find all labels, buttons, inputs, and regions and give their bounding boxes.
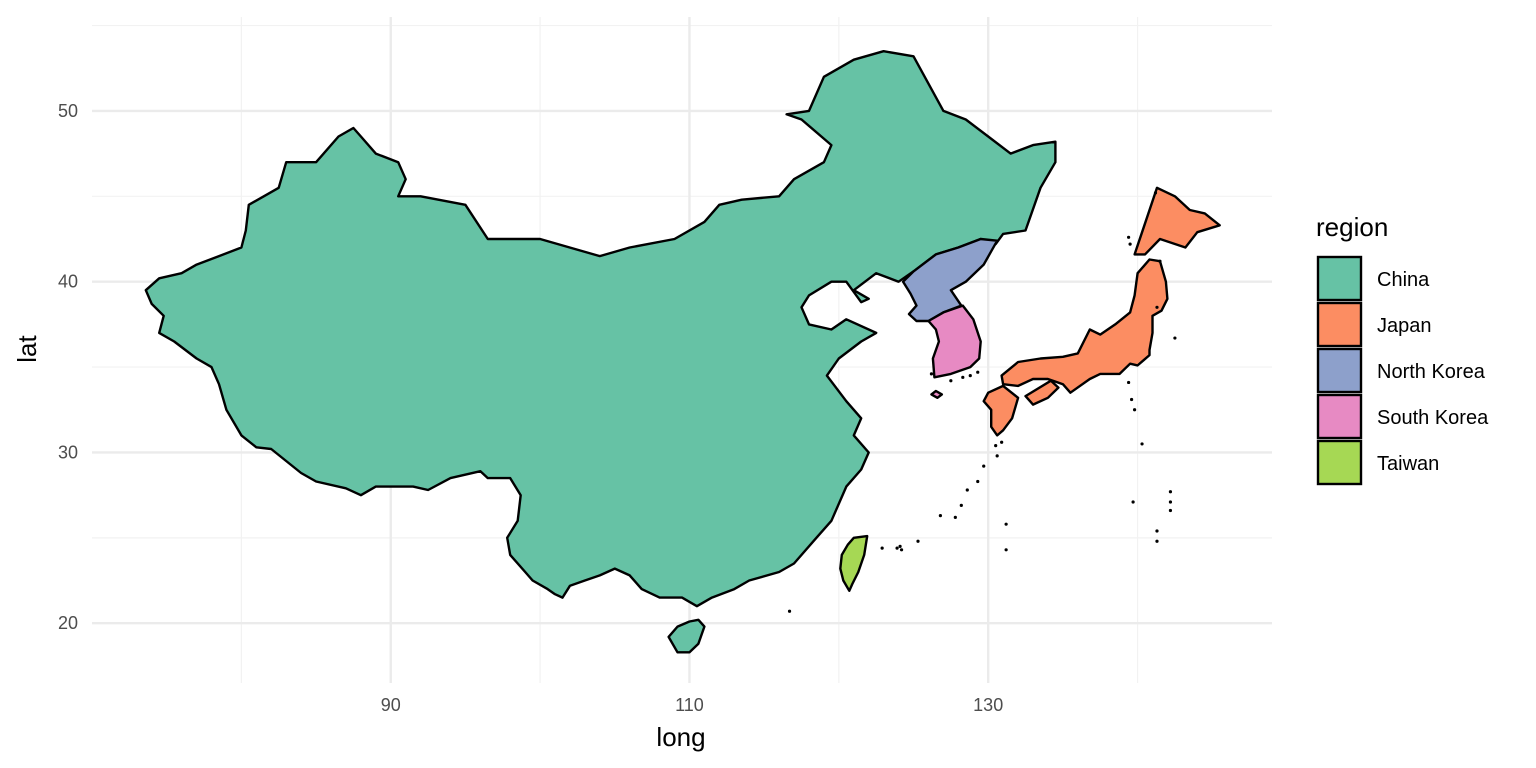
island-dot xyxy=(1155,305,1159,309)
region-taiwan xyxy=(839,534,869,592)
island-dot xyxy=(880,546,884,550)
island-dot xyxy=(1000,440,1004,444)
y-tick-label: 40 xyxy=(58,272,78,292)
island-dot xyxy=(949,379,953,383)
legend-item-south-korea: South Korea xyxy=(1316,393,1489,440)
legend-item-north-korea: North Korea xyxy=(1316,347,1486,394)
legend-label-china: China xyxy=(1377,269,1430,291)
legend-label-north-korea: North Korea xyxy=(1377,361,1486,383)
island-dot xyxy=(1140,442,1144,446)
legend-key-north-korea xyxy=(1316,347,1363,394)
y-tick-label: 50 xyxy=(58,101,78,121)
island-dot xyxy=(1004,522,1008,526)
x-tick-label: 110 xyxy=(675,695,704,715)
region-china xyxy=(667,618,706,654)
legend-items: China Japan North Korea South Korea Taiwan xyxy=(1316,255,1489,486)
island-dot xyxy=(961,375,965,379)
island-dot xyxy=(1168,490,1173,494)
island-dot xyxy=(1131,500,1135,504)
island-dot xyxy=(938,514,943,518)
region-south-korea xyxy=(930,389,944,399)
island-dot xyxy=(787,609,792,613)
map-regions xyxy=(144,50,1221,654)
x-axis-title: long xyxy=(656,722,705,752)
legend-label-taiwan: Taiwan xyxy=(1377,453,1439,475)
island-dot xyxy=(959,503,963,507)
y-axis-ticks: 20 30 40 50 xyxy=(58,101,78,633)
island-dot xyxy=(916,539,920,543)
x-axis-ticks: 90 110 130 xyxy=(381,695,1004,715)
legend-item-china: China xyxy=(1316,255,1430,302)
legend-key-china xyxy=(1316,255,1363,302)
legend-label-japan: Japan xyxy=(1377,315,1432,337)
island-dot xyxy=(976,479,980,484)
island-dot xyxy=(968,374,972,378)
island-dot xyxy=(953,515,957,519)
region-south-korea xyxy=(927,304,982,379)
island-dot xyxy=(929,372,934,376)
legend-item-japan: Japan xyxy=(1316,301,1432,348)
island-dot xyxy=(976,370,980,374)
legend-title: region xyxy=(1316,212,1388,242)
island-dot xyxy=(1128,242,1132,246)
region-japan xyxy=(982,384,1020,437)
legend-item-taiwan: Taiwan xyxy=(1316,439,1439,486)
island-markers xyxy=(787,191,1177,613)
y-tick-label: 30 xyxy=(58,442,78,462)
x-tick-label: 90 xyxy=(381,695,401,715)
island-dot xyxy=(1155,529,1159,533)
y-tick-label: 20 xyxy=(58,613,78,633)
island-dot xyxy=(1155,539,1159,543)
legend-key-south-korea xyxy=(1316,393,1363,440)
island-dot xyxy=(899,548,904,552)
region-north-korea xyxy=(901,237,999,323)
y-axis-title: lat xyxy=(12,334,42,362)
region-japan xyxy=(1133,186,1221,256)
island-dot xyxy=(994,444,998,448)
region-japan xyxy=(1024,379,1060,406)
island-dot xyxy=(965,488,969,492)
island-dot xyxy=(895,546,899,550)
legend-key-japan xyxy=(1316,301,1363,348)
island-dot xyxy=(1158,259,1162,263)
island-dot xyxy=(898,544,902,548)
island-dot xyxy=(1129,397,1134,402)
legend-label-south-korea: South Korea xyxy=(1377,407,1489,429)
island-dot xyxy=(1127,380,1131,385)
island-dot xyxy=(1168,508,1173,513)
island-dot xyxy=(982,464,986,468)
region-china xyxy=(144,50,1057,608)
x-tick-label: 130 xyxy=(973,695,1003,715)
island-dot xyxy=(995,454,999,458)
island-dot xyxy=(1168,500,1173,504)
legend: region China Japan North Korea South Korea T… xyxy=(1316,212,1489,486)
legend-key-taiwan xyxy=(1316,439,1363,486)
island-dot xyxy=(1004,548,1008,552)
island-dot xyxy=(1153,191,1158,195)
region-japan xyxy=(1000,258,1169,394)
island-dot xyxy=(1132,408,1137,412)
island-dot xyxy=(1127,235,1131,239)
island-dot xyxy=(1173,336,1177,340)
